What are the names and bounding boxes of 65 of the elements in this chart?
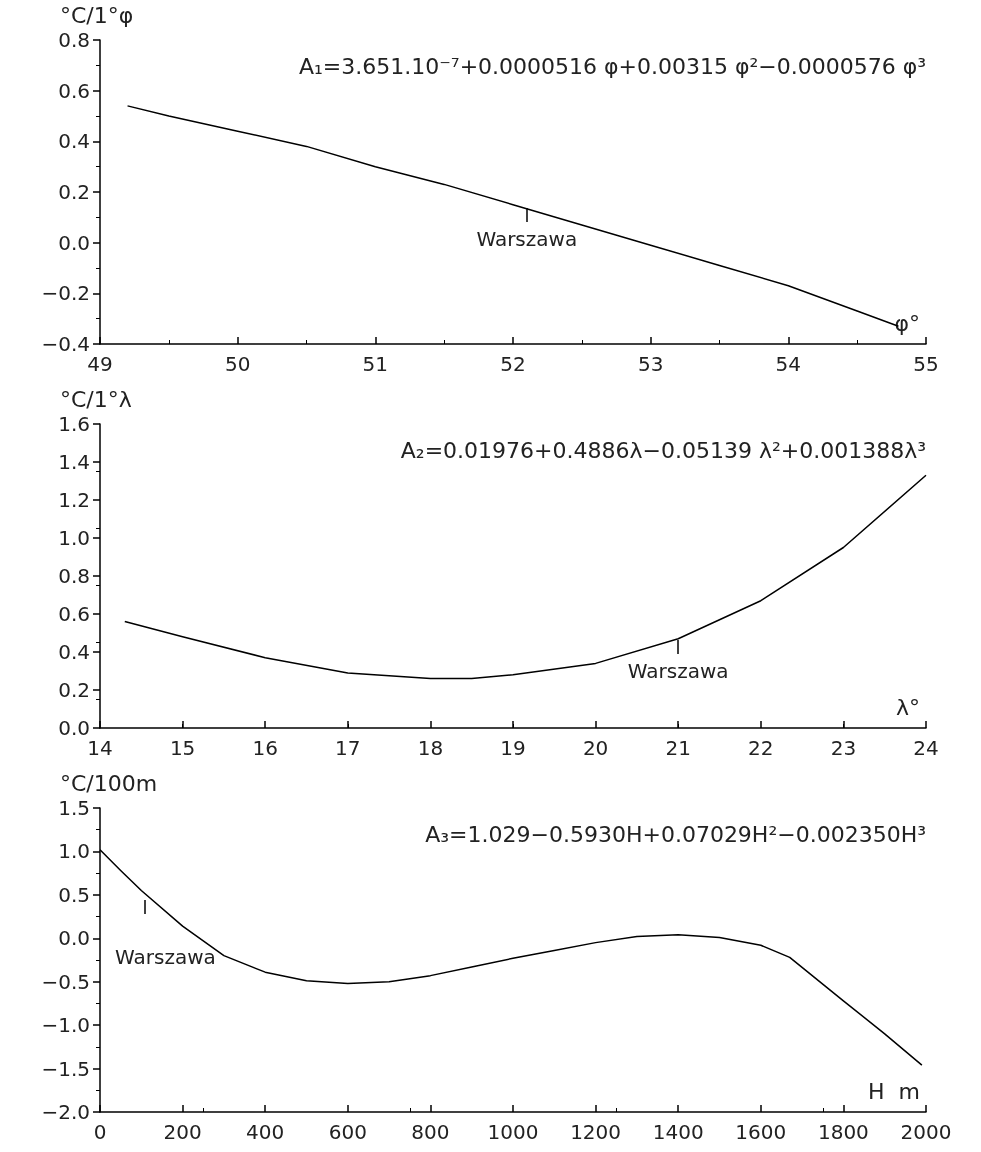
x-tick-label: 22 bbox=[748, 736, 774, 760]
y-tick-label: 0.0 bbox=[58, 926, 90, 951]
x-tick-label: 14 bbox=[87, 736, 113, 760]
x-tick-label: 17 bbox=[335, 736, 361, 760]
y-axis-title: °C/1°φ bbox=[60, 2, 134, 28]
x-tick-label: 800 bbox=[411, 1120, 450, 1144]
y-tick-label: 1.0 bbox=[58, 526, 90, 550]
y-tick-label: 0.4 bbox=[58, 640, 90, 664]
x-tick-label: 1800 bbox=[817, 1120, 869, 1144]
x-tick-label: 21 bbox=[665, 736, 691, 760]
x-tick-label: 23 bbox=[830, 736, 857, 760]
y-tick-label: −0.5 bbox=[41, 969, 90, 994]
y-tick-label: 0.2 bbox=[58, 678, 90, 702]
x-tick-label: 15 bbox=[169, 736, 196, 760]
x-tick-label: 51 bbox=[362, 352, 389, 376]
x-tick-label: 600 bbox=[328, 1120, 367, 1144]
x-axis-title: φ° bbox=[894, 310, 920, 336]
x-tick-label: 200 bbox=[163, 1120, 202, 1144]
y-tick-label: −0.4 bbox=[41, 332, 90, 356]
y-tick-label: 1.2 bbox=[58, 488, 90, 512]
y-tick-label: −1.5 bbox=[41, 1056, 90, 1081]
x-axis-title: H m bbox=[868, 1078, 920, 1104]
y-tick-label: 1.0 bbox=[58, 839, 90, 864]
y-tick-label: −1.0 bbox=[41, 1013, 90, 1038]
y-tick-label: 0.8 bbox=[58, 564, 90, 588]
y-tick-label: 0.4 bbox=[58, 129, 90, 154]
x-tick-label: 52 bbox=[500, 352, 526, 376]
x-tick-label: 1200 bbox=[570, 1120, 622, 1144]
y-tick-label: 1.6 bbox=[58, 412, 90, 436]
x-tick-label: 18 bbox=[417, 736, 444, 760]
x-tick-label: 1400 bbox=[652, 1120, 704, 1144]
y-axis-title: °C/100m bbox=[60, 770, 158, 796]
x-axis-title: λ° bbox=[895, 694, 920, 720]
y-tick-label: 0.2 bbox=[58, 180, 90, 204]
y-axis-title: °C/1°λ bbox=[60, 386, 132, 412]
x-tick-label: 19 bbox=[500, 736, 526, 760]
y-tick-label: 1.4 bbox=[58, 450, 90, 474]
y-tick-label: 0.8 bbox=[58, 28, 90, 52]
x-tick-label: 1000 bbox=[487, 1120, 539, 1144]
y-tick-label: 0.6 bbox=[58, 602, 90, 626]
y-tick-label: 0.5 bbox=[58, 882, 90, 907]
x-tick-label: 2000 bbox=[900, 1120, 952, 1144]
annotation: Warszawa bbox=[115, 945, 216, 970]
x-tick-label: 0 bbox=[93, 1120, 107, 1144]
y-tick-label: 0.0 bbox=[58, 716, 90, 740]
x-tick-label: 49 bbox=[87, 352, 113, 376]
x-tick-label: 1600 bbox=[735, 1120, 787, 1144]
y-tick-label: 0.0 bbox=[58, 230, 90, 255]
x-tick-label: 54 bbox=[775, 352, 802, 376]
y-tick-label: −0.2 bbox=[41, 281, 90, 306]
annotation: Warszawa bbox=[627, 658, 729, 683]
x-tick-label: 20 bbox=[582, 736, 609, 760]
y-tick-label: −2.0 bbox=[41, 1100, 90, 1124]
x-tick-label: 400 bbox=[246, 1120, 285, 1144]
x-tick-label: 16 bbox=[252, 736, 278, 760]
x-tick-label: 55 bbox=[913, 352, 939, 376]
x-tick-label: 50 bbox=[224, 352, 251, 376]
x-tick-label: 53 bbox=[637, 352, 664, 376]
y-tick-label: 0.6 bbox=[58, 78, 90, 103]
annotation: Warszawa bbox=[476, 227, 578, 252]
y-tick-label: 1.5 bbox=[58, 796, 90, 820]
annotation: A₂=0.01976+0.4886λ−0.05139 λ²+0.001388λ³ bbox=[400, 437, 927, 463]
annotation: A₁=3.651.10⁻⁷+0.0000516 φ+0.00315 φ²−0.0000576 φ³ bbox=[298, 53, 926, 79]
annotation: A₃=1.029−0.5930H+0.07029H²−0.002350H³ bbox=[425, 821, 926, 847]
x-tick-label: 24 bbox=[913, 736, 939, 760]
